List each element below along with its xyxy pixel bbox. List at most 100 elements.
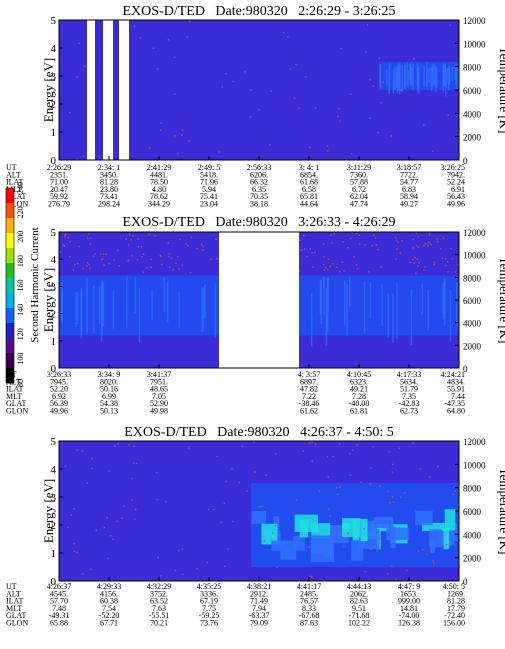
colorbar-ticks: 80 100 120 140 160 180 200 220 240	[16, 182, 25, 387]
y-tick-label: 0	[51, 363, 57, 375]
noise-dot	[140, 246, 143, 248]
noise-dot	[395, 239, 398, 241]
noise-dot	[339, 120, 341, 122]
noise-dot	[412, 258, 414, 261]
noise-dot	[156, 68, 159, 70]
noise-dot	[136, 259, 139, 261]
noise-dot	[293, 97, 296, 99]
colorbar-tick-label: 120	[16, 328, 25, 340]
ut-cell: 156.00	[443, 619, 465, 628]
noise-dot	[185, 243, 187, 245]
band-streak	[280, 540, 297, 560]
row-label: ILAT	[6, 597, 23, 606]
ut-cell: -74.00	[399, 611, 420, 620]
y-axis-right-label: Temperature [K]	[497, 257, 505, 344]
noise-dot	[364, 244, 366, 246]
y-tick-label: 5	[51, 15, 57, 27]
band-streak	[363, 281, 366, 334]
ut-cell: 7.94	[252, 604, 266, 613]
noise-dot	[127, 244, 130, 246]
band-streak	[387, 292, 389, 338]
noise-dot	[225, 480, 227, 483]
noise-dot	[432, 562, 435, 564]
ut-cell: 6.99	[102, 392, 116, 401]
noise-dot	[451, 257, 453, 260]
noise-dot	[64, 236, 67, 238]
noise-dot	[159, 129, 162, 131]
noise-dot	[202, 245, 205, 248]
y-right-tick-label: 8000	[463, 273, 482, 283]
noise-dot	[274, 453, 277, 455]
colorbar-label: Second Harmonic Current	[29, 227, 41, 342]
ut-cell: 20.47	[50, 185, 68, 194]
noise-dot	[63, 245, 66, 247]
noise-dot	[295, 499, 298, 501]
noise-dot	[160, 575, 162, 577]
band-streak	[100, 284, 103, 342]
noise-dot	[207, 508, 210, 511]
data-gap	[103, 20, 113, 160]
band-streak	[423, 65, 425, 87]
noise-dot	[251, 522, 254, 524]
noise-dot	[311, 460, 313, 462]
noise-dot	[339, 533, 341, 536]
band-streak	[381, 284, 383, 327]
noise-dot	[437, 538, 439, 540]
ut-cell: 52.20	[50, 385, 68, 394]
ut-cell: 3: 4: 1	[299, 163, 319, 172]
noise-dot	[388, 501, 391, 504]
ut-cell: -67.68	[299, 611, 320, 620]
noise-dot	[154, 235, 156, 237]
ut-cell: 276.79	[48, 200, 70, 209]
colorbar-swatch	[6, 323, 14, 339]
ut-cell: 6.58	[302, 185, 316, 194]
y-right-tick-label: 2000	[463, 341, 482, 351]
band-streak	[138, 288, 141, 343]
ut-cell: 14.81	[400, 604, 418, 613]
ut-cell: 7.63	[152, 604, 166, 613]
noise-dot	[349, 452, 351, 455]
colorbar-swatch	[6, 353, 14, 369]
ut-cell: 78.50	[150, 178, 168, 187]
noise-dot	[314, 251, 316, 254]
ut-cell: 6.92	[52, 392, 66, 401]
y-tick-label: 5	[51, 436, 57, 448]
noise-dot	[303, 235, 305, 237]
band-streak	[202, 287, 205, 332]
noise-dot	[366, 24, 369, 26]
noise-dot	[356, 444, 358, 446]
ut-cell: 3:41:37	[147, 370, 171, 379]
noise-dot	[107, 557, 109, 560]
ut-cell: 82.63	[350, 597, 368, 606]
band-streak	[310, 293, 313, 347]
noise-dot	[274, 524, 277, 527]
row-label: UT	[6, 163, 17, 172]
ut-cell: 6.83	[402, 185, 416, 194]
noise-dot	[173, 93, 176, 95]
ut-cell: 4:29:33	[97, 582, 121, 591]
noise-dot	[447, 114, 449, 116]
noise-dot	[386, 573, 389, 575]
noise-dot	[84, 65, 86, 68]
ut-cell: 76.57	[300, 597, 318, 606]
noise-dot	[216, 258, 218, 260]
y-axis-label: Energy [eV]	[41, 268, 56, 332]
noise-dot	[337, 115, 339, 118]
row-label: GLAT	[6, 611, 27, 620]
ut-cell: 2485.	[300, 589, 318, 598]
band-streak	[310, 535, 333, 554]
ut-cell: -40.00	[349, 399, 370, 408]
band-streak	[446, 67, 449, 84]
noise-dot	[73, 543, 75, 545]
noise-dot	[90, 237, 92, 239]
noise-dot	[370, 548, 372, 551]
noise-dot	[108, 470, 110, 472]
noise-dot	[167, 242, 169, 244]
band-streak	[388, 63, 391, 88]
noise-dot	[250, 89, 252, 91]
y-right-tick-label: 6000	[463, 296, 482, 306]
noise-dot	[167, 39, 170, 41]
noise-dot	[360, 481, 362, 483]
band-streak	[430, 539, 435, 554]
ut-cell: 3450.	[100, 170, 118, 179]
